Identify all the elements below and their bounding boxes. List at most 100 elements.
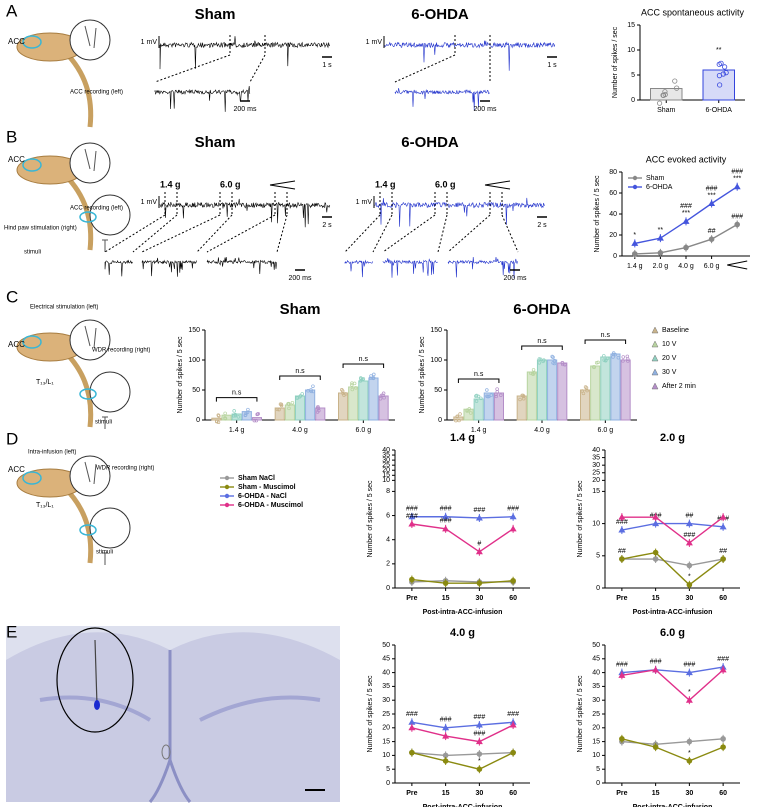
significance: ### xyxy=(474,714,486,721)
x-tick-label: 15 xyxy=(652,790,660,797)
legend-label: Sham - Muscimol xyxy=(238,484,296,491)
bar-dot xyxy=(674,85,680,91)
amplitude-label: 1 mV xyxy=(366,39,383,46)
x-tick-label: 30 xyxy=(475,595,483,602)
bar-dot xyxy=(381,391,386,396)
panel-label: C xyxy=(6,287,18,306)
x-tick-label: 6-OHDA xyxy=(706,107,733,114)
bar xyxy=(610,353,621,421)
zoom-guide xyxy=(447,214,491,253)
segment-ring xyxy=(79,524,97,536)
significance: ## xyxy=(618,548,626,555)
y-axis-label: Number of spikes / 5 sec xyxy=(577,480,584,558)
x-tick-label: 6.0 g xyxy=(704,263,720,270)
bar-dot xyxy=(662,91,668,98)
bar xyxy=(590,365,601,421)
stimulus-label: 1.4 g xyxy=(160,179,181,189)
amplitude-label: 1 mV xyxy=(141,199,158,206)
y-tick-label: 0 xyxy=(386,780,390,787)
bar-dot xyxy=(722,64,728,70)
chart-title: 4.0 g xyxy=(450,627,475,639)
zoom-time-label: 200 ms xyxy=(234,106,257,113)
y-tick-label: 10 xyxy=(382,477,390,484)
bar-dot xyxy=(616,356,621,360)
legend-label: 6-OHDA xyxy=(646,184,673,191)
y-tick-label: 30 xyxy=(592,697,600,704)
bar-dot xyxy=(316,404,320,409)
significance: * xyxy=(688,689,691,696)
bar xyxy=(526,371,537,421)
bar xyxy=(702,69,735,101)
bar-dot xyxy=(474,393,479,398)
legend-label: 6-OHDA - Muscimol xyxy=(238,502,303,509)
significance: *** xyxy=(733,176,741,183)
y-tick-label: 20 xyxy=(382,725,390,732)
y-tick-label: 10 xyxy=(382,752,390,759)
bar-dot xyxy=(716,61,722,67)
schematic-label: T₁₃/L₁ xyxy=(36,379,54,386)
y-tick-label: 35 xyxy=(592,454,600,461)
significance: ## xyxy=(708,228,716,235)
significance: ### xyxy=(616,519,628,526)
y-tick-label: 25 xyxy=(592,711,600,718)
marker xyxy=(442,525,450,532)
wedge-mark xyxy=(727,260,748,270)
x-tick-label: Pre xyxy=(406,790,417,797)
marker xyxy=(408,724,416,731)
y-tick-label: 30 xyxy=(592,462,600,469)
series-line xyxy=(411,516,514,519)
chart-title: 1.4 g xyxy=(450,432,475,444)
bracket xyxy=(279,375,321,380)
bar-dot xyxy=(244,411,248,416)
bar-dot xyxy=(596,360,600,365)
bar-dot xyxy=(561,362,565,367)
x-tick-label: 6.0 g xyxy=(356,427,372,434)
significance: *** xyxy=(682,210,690,217)
bar-dot xyxy=(495,387,499,391)
significance: ### xyxy=(680,203,692,210)
marker xyxy=(409,576,415,583)
series-line xyxy=(621,551,724,586)
y-tick-label: 25 xyxy=(382,462,390,469)
bar-dot xyxy=(613,352,618,357)
bar-dot xyxy=(275,407,280,412)
marker xyxy=(708,200,716,206)
legend-marker xyxy=(651,326,659,334)
spinal-zoom xyxy=(89,194,131,236)
bar-dot xyxy=(368,376,373,381)
y-tick-label: 35 xyxy=(382,683,390,690)
schematic-label: ACC xyxy=(8,465,25,474)
x-tick-label: Pre xyxy=(616,790,627,797)
bar-dot xyxy=(518,397,522,402)
canal xyxy=(161,744,171,760)
bar-dot xyxy=(457,418,461,423)
significance: ** xyxy=(658,227,664,234)
marker xyxy=(632,251,638,257)
series-line xyxy=(621,666,724,674)
stimulus-label: 6.0 g xyxy=(220,179,241,189)
time-label: 2 s xyxy=(537,222,547,229)
y-tick-label: 4 xyxy=(386,537,390,544)
bar xyxy=(493,392,505,421)
marker xyxy=(657,250,664,256)
y-tick-label: 50 xyxy=(434,387,442,394)
x-tick-label: 1.4 g xyxy=(471,427,487,434)
significance: * xyxy=(633,232,636,239)
marker xyxy=(720,736,726,742)
y-axis-label: Number of spikes / 5 sec xyxy=(577,675,584,753)
bar-dot xyxy=(454,418,458,423)
y-tick-label: 5 xyxy=(631,72,635,79)
amplitude-label: 1 mV xyxy=(141,39,158,46)
marker xyxy=(509,525,517,532)
y-tick-label: 25 xyxy=(592,470,600,477)
y-tick-label: 100 xyxy=(430,357,442,364)
y-tick-label: 40 xyxy=(592,447,600,454)
electrode xyxy=(84,461,97,485)
x-tick-label: Pre xyxy=(616,595,627,602)
bar-dot xyxy=(352,381,357,386)
zoom-guide xyxy=(141,214,221,253)
bar xyxy=(305,389,316,421)
y-tick-label: 0 xyxy=(596,780,600,787)
chart-title: 6.0 g xyxy=(660,627,685,639)
schematic-label: Electrical stimulation (left) xyxy=(30,305,98,311)
